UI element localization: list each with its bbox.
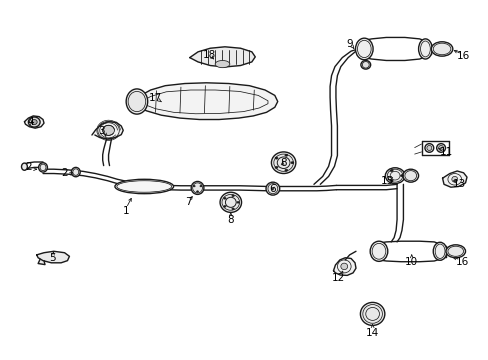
Text: 14: 14: [365, 328, 379, 338]
Ellipse shape: [31, 120, 37, 125]
Text: 2: 2: [25, 162, 32, 172]
Ellipse shape: [126, 89, 147, 114]
Ellipse shape: [285, 154, 287, 156]
Text: 10: 10: [405, 257, 417, 267]
Text: 6: 6: [269, 184, 276, 194]
Text: 16: 16: [454, 257, 468, 267]
Text: 3: 3: [98, 126, 105, 136]
Ellipse shape: [215, 60, 229, 68]
Ellipse shape: [274, 166, 277, 168]
Text: 4: 4: [27, 117, 34, 127]
Ellipse shape: [436, 144, 445, 152]
Ellipse shape: [231, 208, 234, 210]
Ellipse shape: [290, 162, 293, 164]
Ellipse shape: [265, 182, 279, 195]
Text: 7: 7: [184, 197, 191, 207]
Ellipse shape: [389, 180, 392, 182]
Ellipse shape: [385, 168, 404, 184]
Text: 11: 11: [438, 147, 452, 157]
Ellipse shape: [445, 245, 465, 258]
Ellipse shape: [236, 201, 239, 203]
Text: 2: 2: [61, 168, 68, 178]
Ellipse shape: [28, 117, 40, 127]
Text: 17: 17: [148, 93, 162, 103]
Text: 8: 8: [227, 215, 234, 225]
Text: 15: 15: [380, 176, 393, 186]
Ellipse shape: [220, 192, 241, 212]
Text: 16: 16: [456, 51, 469, 61]
Polygon shape: [38, 259, 45, 265]
Ellipse shape: [389, 170, 392, 172]
Ellipse shape: [223, 197, 225, 199]
Ellipse shape: [271, 152, 295, 174]
Ellipse shape: [21, 163, 27, 170]
Polygon shape: [24, 116, 44, 128]
Polygon shape: [133, 83, 277, 120]
Ellipse shape: [191, 181, 203, 194]
Ellipse shape: [39, 163, 47, 172]
Ellipse shape: [285, 169, 287, 171]
Ellipse shape: [360, 60, 370, 69]
Ellipse shape: [71, 167, 80, 177]
Ellipse shape: [432, 242, 446, 260]
Text: 9: 9: [346, 39, 352, 49]
Text: 8: 8: [280, 158, 286, 168]
Polygon shape: [442, 171, 466, 187]
Ellipse shape: [340, 263, 347, 270]
Ellipse shape: [355, 38, 372, 60]
Ellipse shape: [451, 176, 457, 182]
Ellipse shape: [231, 195, 234, 197]
Ellipse shape: [115, 179, 173, 194]
Ellipse shape: [369, 241, 387, 261]
Polygon shape: [189, 47, 255, 67]
Text: 13: 13: [452, 179, 466, 189]
Text: 1: 1: [122, 206, 129, 216]
Polygon shape: [37, 251, 69, 263]
Ellipse shape: [196, 191, 198, 192]
Ellipse shape: [424, 144, 433, 152]
Polygon shape: [92, 122, 123, 139]
Ellipse shape: [402, 169, 418, 182]
Ellipse shape: [223, 206, 225, 207]
Ellipse shape: [426, 145, 431, 150]
Text: 18: 18: [202, 50, 216, 60]
Ellipse shape: [360, 302, 384, 325]
Ellipse shape: [102, 125, 114, 135]
Ellipse shape: [400, 175, 403, 177]
Ellipse shape: [200, 185, 202, 187]
Text: 5: 5: [49, 253, 56, 264]
Ellipse shape: [438, 145, 443, 150]
Text: 12: 12: [331, 273, 345, 283]
Ellipse shape: [430, 42, 452, 56]
Ellipse shape: [193, 185, 195, 187]
Ellipse shape: [418, 39, 431, 59]
Ellipse shape: [274, 157, 277, 159]
Polygon shape: [333, 258, 355, 275]
